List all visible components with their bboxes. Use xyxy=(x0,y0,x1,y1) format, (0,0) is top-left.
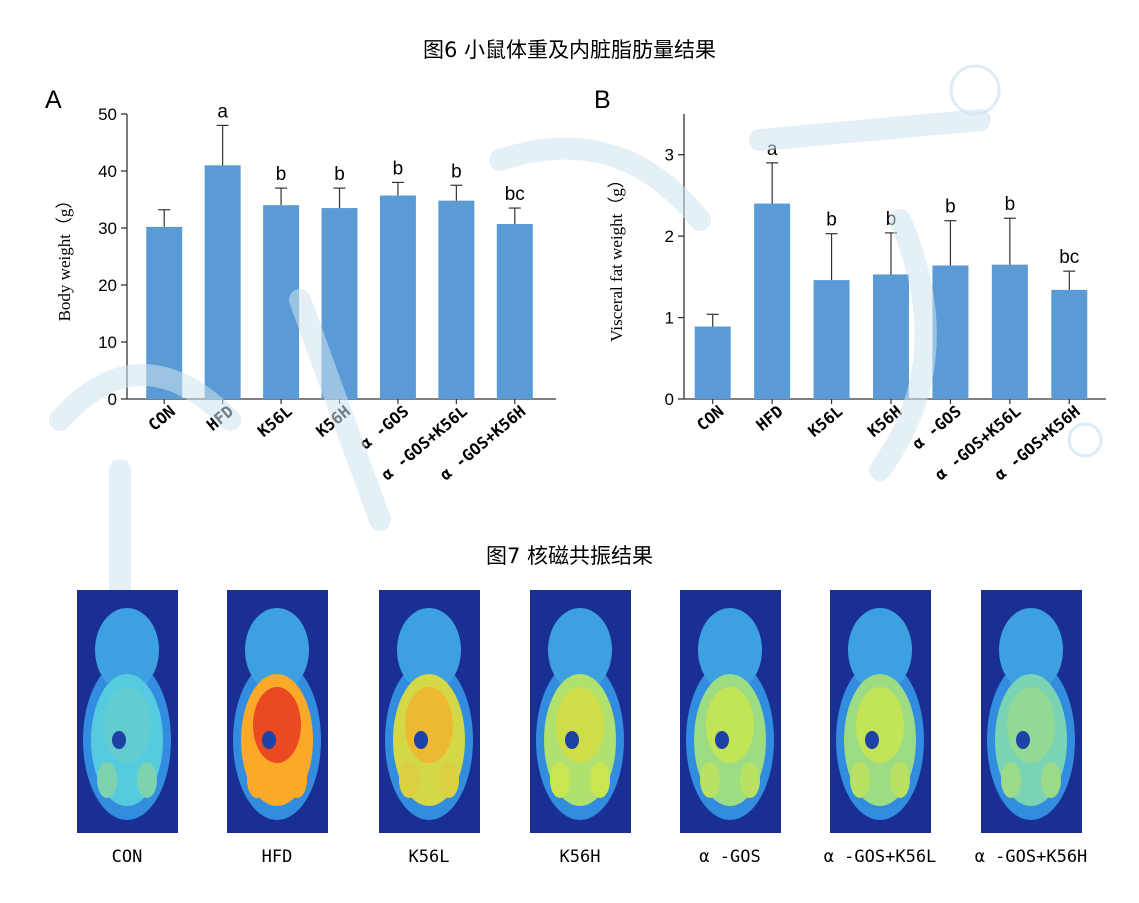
mouse-head xyxy=(397,608,461,692)
mouse-head xyxy=(698,608,762,692)
mri-image xyxy=(227,590,328,833)
mri-image xyxy=(981,590,1082,833)
significance-label: a xyxy=(767,139,778,160)
mri-image xyxy=(680,590,781,833)
hind-limb-right xyxy=(1041,762,1061,798)
y-tick-label: 10 xyxy=(98,333,117,352)
mouse-head xyxy=(999,608,1063,692)
bar xyxy=(438,200,475,399)
mri-group-label: α -GOS xyxy=(699,847,761,867)
x-category-label: HFD xyxy=(752,402,786,435)
y-tick-label: 3 xyxy=(665,146,674,165)
organ-shadow xyxy=(262,731,276,749)
organ-shadow xyxy=(112,731,126,749)
bar xyxy=(754,203,791,399)
bar xyxy=(873,274,909,399)
hind-limb-left xyxy=(247,762,267,798)
mouse-head xyxy=(95,608,159,692)
mouse-body-scan xyxy=(987,608,1075,820)
mouse-body-scan xyxy=(233,608,321,820)
y-tick-label: 1 xyxy=(665,309,674,328)
mri-image xyxy=(77,590,178,833)
organ-shadow xyxy=(865,731,879,749)
panel-a-letter: A xyxy=(45,86,62,114)
figure-7-title: 图7 核磁共振结果 xyxy=(485,544,654,568)
mouse-body-scan xyxy=(385,608,473,820)
bar xyxy=(204,165,241,399)
y-tick-label: 30 xyxy=(98,219,117,238)
mri-group-label: K56H xyxy=(559,847,601,867)
visceral-fat-core xyxy=(103,687,151,763)
x-category-label: α -GOS xyxy=(909,402,965,454)
significance-label: b xyxy=(276,164,287,185)
x-category-label: CON xyxy=(693,402,727,435)
hind-limb-left xyxy=(97,762,117,798)
significance-label: b xyxy=(393,158,404,179)
organ-shadow xyxy=(414,731,428,749)
significance-label: b xyxy=(945,197,956,218)
hind-limb-right xyxy=(590,762,610,798)
hind-limb-right xyxy=(740,762,760,798)
y-tick-label: 0 xyxy=(665,390,674,409)
visceral-fat-core xyxy=(706,687,754,763)
hind-limb-left xyxy=(550,762,570,798)
mouse-body-scan xyxy=(83,608,171,820)
organ-shadow xyxy=(565,731,579,749)
x-category-label: K56L xyxy=(804,402,846,441)
visceral-fat-core xyxy=(556,687,604,763)
visceral-fat-core xyxy=(253,687,301,763)
mri-group-label: α -GOS+K56L xyxy=(823,847,937,867)
significance-label: b xyxy=(826,210,837,231)
bar xyxy=(932,265,969,399)
y-tick-label: 20 xyxy=(98,276,117,295)
organ-shadow xyxy=(1016,731,1030,749)
bar xyxy=(694,326,731,399)
mri-image xyxy=(830,590,931,833)
bar xyxy=(1051,289,1088,399)
y-axis-label: Body weight（g） xyxy=(55,192,74,322)
significance-label: a xyxy=(217,101,228,122)
significance-label: b xyxy=(451,161,462,182)
visceral-fat-core xyxy=(405,687,453,763)
mri-group-label: HFD xyxy=(261,847,293,867)
visceral-fat-core xyxy=(856,687,904,763)
hind-limb-right xyxy=(287,762,307,798)
hind-limb-right xyxy=(137,762,157,798)
mri-group-label: CON xyxy=(111,847,143,867)
significance-label: bc xyxy=(1059,247,1079,268)
mri-group-label: α -GOS+K56H xyxy=(974,847,1088,867)
mri-image xyxy=(530,590,631,833)
hind-limb-right xyxy=(890,762,910,798)
panel-b-letter: B xyxy=(594,86,611,114)
mouse-head xyxy=(245,608,309,692)
visceral-fat-core xyxy=(1007,687,1055,763)
mri-image xyxy=(379,590,480,833)
y-tick-label: 50 xyxy=(98,105,117,124)
hind-limb-left xyxy=(850,762,870,798)
y-axis-label: Visceral fat weight（g） xyxy=(607,171,626,342)
bar xyxy=(496,224,533,399)
bar xyxy=(813,280,850,399)
organ-shadow xyxy=(715,731,729,749)
significance-label: b xyxy=(1005,194,1016,215)
x-category-label: K56H xyxy=(864,402,906,441)
hind-limb-left xyxy=(1001,762,1021,798)
bar xyxy=(991,264,1028,399)
mouse-head xyxy=(848,608,912,692)
mouse-head xyxy=(548,608,612,692)
significance-label: b xyxy=(334,164,345,185)
mouse-body-scan xyxy=(836,608,924,820)
mouse-body-scan xyxy=(536,608,624,820)
figure-6-title: 图6 小鼠体重及内脏脂肪量结果 xyxy=(422,38,717,62)
significance-label: b xyxy=(886,209,897,230)
y-tick-label: 40 xyxy=(98,162,117,181)
hind-limb-left xyxy=(700,762,720,798)
y-tick-label: 2 xyxy=(665,227,674,246)
hind-limb-right xyxy=(439,762,459,798)
mouse-body-scan xyxy=(686,608,774,820)
mri-group-label: K56L xyxy=(408,847,450,867)
hind-limb-left xyxy=(399,762,419,798)
